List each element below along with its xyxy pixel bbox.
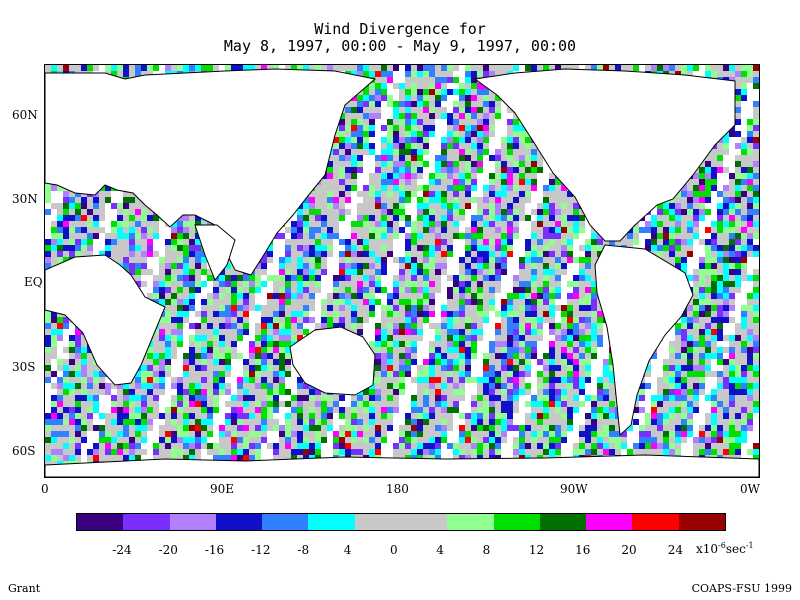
colorbar-tick-label: 20 bbox=[621, 543, 637, 557]
colorbar-tick-label: -20 bbox=[158, 543, 178, 557]
colorbar-swatch bbox=[123, 514, 170, 530]
land-antarctica bbox=[45, 454, 759, 477]
colorbar-tick-label: 24 bbox=[667, 543, 683, 557]
land-masses bbox=[45, 68, 759, 477]
colorbar-tick-label: -12 bbox=[251, 543, 271, 557]
lat-label-30n: 30N bbox=[12, 192, 38, 206]
colorbar-swatch bbox=[632, 514, 679, 530]
land-africa bbox=[45, 254, 166, 386]
lat-label-eq: EQ bbox=[24, 275, 43, 289]
colorbar-tick-label: -24 bbox=[112, 543, 132, 557]
colorbar-swatch bbox=[447, 514, 494, 530]
lon-label-0w: 0W bbox=[740, 482, 760, 496]
colorbar-tick-label: 4 bbox=[436, 543, 444, 557]
land-india bbox=[194, 224, 236, 281]
colorbar-swatch bbox=[169, 514, 216, 530]
colorbar bbox=[76, 513, 726, 531]
colorbar-swatch bbox=[308, 514, 355, 530]
colorbar-swatch bbox=[215, 514, 263, 530]
colorbar-swatch bbox=[678, 514, 725, 530]
land-south-america bbox=[594, 244, 694, 437]
colorbar-tick-label: 4 bbox=[343, 543, 352, 557]
lon-label-180: 180 bbox=[386, 482, 409, 496]
footer-credit: COAPS-FSU 1999 bbox=[691, 582, 792, 595]
lon-label-0: 0 bbox=[41, 482, 49, 496]
colorbar-swatch bbox=[262, 514, 309, 530]
colorbar-tick-label: 16 bbox=[575, 543, 591, 557]
colorbar-swatch bbox=[354, 514, 401, 530]
colorbar-swatch bbox=[77, 514, 124, 530]
lat-label-60n: 60N bbox=[12, 108, 38, 122]
colorbar-unit: x10-6sec-1 bbox=[696, 541, 754, 556]
land-eurasia bbox=[45, 68, 377, 276]
colorbar-tick-label: 0 bbox=[390, 543, 398, 557]
colorbar-tick-label: -8 bbox=[297, 543, 310, 557]
lon-label-90w: 90W bbox=[560, 482, 588, 496]
colorbar-tick-label: -16 bbox=[204, 543, 225, 557]
colorbar-swatch bbox=[586, 514, 633, 530]
colorbar-swatch bbox=[493, 514, 540, 530]
colorbar-swatch bbox=[400, 514, 448, 530]
lat-label-30s: 30S bbox=[12, 360, 36, 374]
lat-label-60s: 60S bbox=[12, 444, 36, 458]
divergence-map bbox=[44, 64, 760, 478]
chart-title: Wind Divergence for bbox=[314, 20, 486, 38]
land-north-america bbox=[473, 68, 736, 242]
colorbar-swatch bbox=[539, 514, 587, 530]
lon-label-90e: 90E bbox=[210, 482, 235, 496]
chart-subtitle: May 8, 1997, 00:00 - May 9, 1997, 00:00 bbox=[223, 37, 577, 55]
colorbar-tick-label: 8 bbox=[482, 543, 491, 557]
colorbar-tick-label: 12 bbox=[528, 543, 545, 557]
footer-author: Grant bbox=[8, 582, 41, 595]
map-canvas bbox=[45, 65, 759, 477]
land-australia bbox=[289, 326, 376, 396]
